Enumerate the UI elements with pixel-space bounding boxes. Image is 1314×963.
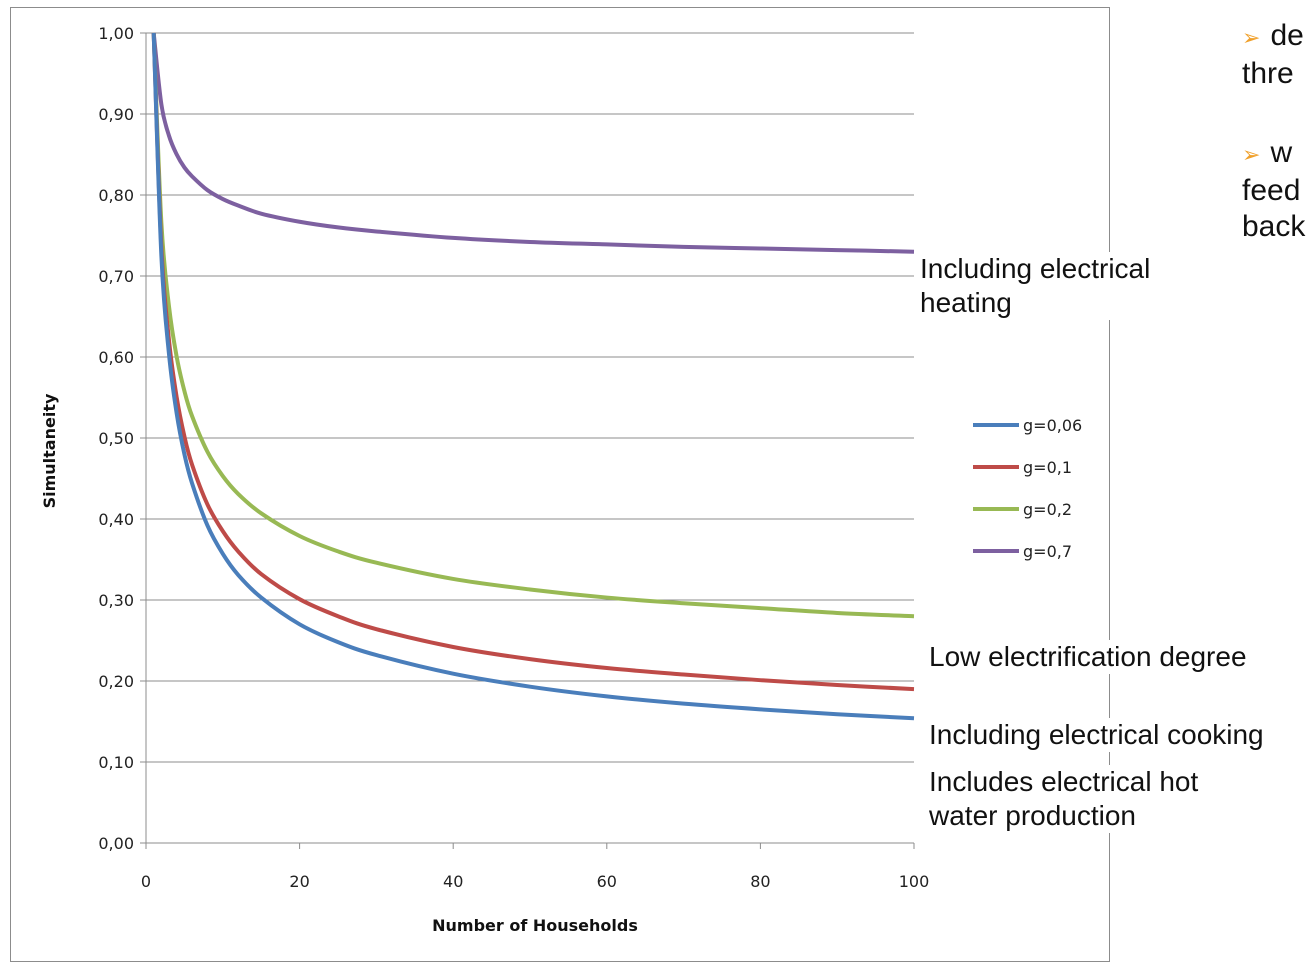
slide-bullet-1-line2: thre — [1242, 57, 1294, 90]
annotation-cooking: Including electrical cooking — [929, 718, 1264, 752]
slide-bullet-2: ➢ w feed back — [1242, 135, 1305, 245]
y-tick-label: 0,90 — [98, 105, 134, 124]
annotation-heating-line2: heating — [920, 287, 1012, 318]
y-axis-title: Simultaneity — [40, 393, 59, 508]
annotation-low-electrification: Low electrification degree — [929, 640, 1247, 674]
x-tick-label: 0 — [141, 872, 151, 891]
x-tick-label: 60 — [597, 872, 617, 891]
y-tick-label: 0,40 — [98, 510, 134, 529]
legend-label: g=0,1 — [1023, 458, 1072, 477]
chart-frame: 0,00 0,10 0,20 0,30 0,40 0,50 0,60 0,70 0,80 0,90… — [10, 7, 1110, 962]
slide-bullet-2-line1: w — [1270, 136, 1293, 169]
y-tick-label: 0,20 — [98, 672, 134, 691]
annotation-heating: Including electrical heating — [920, 252, 1151, 320]
slide-bullet-1: ➢ de thre — [1242, 18, 1304, 92]
annotation-hot-water: Includes electrical hot water production — [929, 765, 1199, 833]
x-axis-title: Number of Households — [432, 916, 638, 935]
x-tick-label: 20 — [289, 872, 309, 891]
legend-label: g=0,06 — [1023, 416, 1082, 435]
series-line-g=0,06 — [151, 32, 915, 721]
arrow-bullet-icon: ➢ — [1242, 25, 1261, 50]
plot-area: 0,00 0,10 0,20 0,30 0,40 0,50 0,60 0,70 0,80 0,90… — [40, 24, 1082, 935]
annotation-hot-water-line1: Includes electrical hot — [929, 766, 1199, 797]
y-tick-label: 0,80 — [98, 186, 134, 205]
y-tick-label: 0,70 — [98, 267, 134, 286]
y-tick-label: 0,50 — [98, 429, 134, 448]
y-tick-label: 0,10 — [98, 753, 134, 772]
series-line-g=0,2 — [151, 32, 915, 619]
x-tick-label: 80 — [750, 872, 770, 891]
legend: g=0,06 g=0,1 g=0,2 g=0,7 — [973, 416, 1082, 561]
slide-bullet-2-line2: feed — [1242, 174, 1301, 207]
annotation-heating-line1: Including electrical — [920, 253, 1151, 284]
series-lines — [151, 32, 915, 721]
x-tick-label: 100 — [899, 872, 930, 891]
axes: 0,00 0,10 0,20 0,30 0,40 0,50 0,60 0,70 0,80 0,90… — [98, 24, 929, 891]
y-tick-label: 0,60 — [98, 348, 134, 367]
y-tick-label: 0,00 — [98, 834, 134, 853]
annotation-hot-water-line2: water production — [929, 800, 1137, 831]
y-tick-label: 1,00 — [98, 24, 134, 43]
x-tick-label: 40 — [443, 872, 463, 891]
series-line-g=0,7 — [151, 32, 915, 254]
slide-bullet-2-line3: back — [1242, 210, 1306, 243]
legend-label: g=0,2 — [1023, 500, 1072, 519]
slide-bullet-1-line1: de — [1270, 19, 1304, 52]
arrow-bullet-icon: ➢ — [1242, 142, 1261, 167]
legend-label: g=0,7 — [1023, 542, 1072, 561]
grid-lines — [146, 32, 914, 763]
y-tick-label: 0,30 — [98, 591, 134, 610]
